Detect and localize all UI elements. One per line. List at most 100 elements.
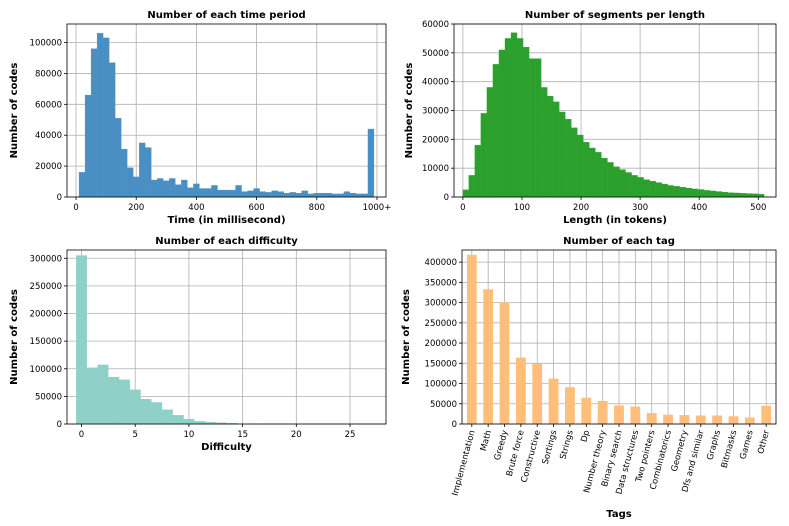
bar bbox=[613, 166, 620, 198]
bar bbox=[194, 421, 206, 425]
y-axis-label: Number of codes bbox=[9, 63, 20, 159]
bar bbox=[199, 188, 206, 198]
bar bbox=[229, 189, 236, 198]
y-tick-label: 200000 bbox=[425, 339, 457, 349]
bar bbox=[223, 189, 230, 198]
x-axis-label: Time (in millisecond) bbox=[167, 215, 285, 226]
bar bbox=[559, 111, 566, 198]
bar bbox=[751, 193, 759, 198]
bar bbox=[589, 147, 596, 198]
bar bbox=[581, 397, 592, 424]
y-tick-label: 400000 bbox=[425, 258, 457, 268]
x-tick-label: 400 bbox=[691, 203, 707, 213]
bar bbox=[744, 417, 755, 424]
bar bbox=[289, 192, 296, 198]
x-tick-label: Greedy bbox=[493, 429, 511, 461]
bar bbox=[151, 402, 163, 425]
bar bbox=[247, 190, 254, 198]
x-tick-label: 20 bbox=[291, 430, 302, 440]
bar bbox=[499, 302, 510, 424]
bar bbox=[522, 46, 530, 198]
y-tick-label: 150000 bbox=[30, 337, 62, 347]
bar bbox=[108, 376, 120, 425]
x-tick-label: Bitmasks bbox=[720, 429, 740, 470]
bar bbox=[607, 162, 614, 198]
x-tick-label: Implementation bbox=[451, 429, 478, 497]
x-tick-label: 0 bbox=[460, 203, 465, 213]
x-tick-label: 300 bbox=[632, 203, 648, 213]
bar bbox=[510, 32, 518, 198]
plot-frame bbox=[66, 249, 387, 425]
bar bbox=[757, 193, 765, 198]
bar bbox=[712, 415, 723, 424]
y-tick-label: 60000 bbox=[35, 100, 62, 110]
bar bbox=[685, 187, 692, 198]
y-tick-label: 10000 bbox=[422, 164, 449, 174]
y-tick-label: 150000 bbox=[425, 359, 457, 369]
x-axis-label: Length (in tokens) bbox=[563, 215, 667, 226]
bar bbox=[331, 193, 338, 198]
bar bbox=[697, 189, 705, 198]
chart-title: Number of each difficulty bbox=[155, 236, 298, 247]
bar bbox=[140, 398, 152, 425]
bar bbox=[709, 190, 717, 198]
bar bbox=[205, 188, 212, 198]
bar bbox=[655, 182, 662, 198]
y-tick-label: 80000 bbox=[35, 69, 62, 79]
bar bbox=[480, 113, 488, 198]
bar bbox=[761, 405, 772, 424]
x-tick-label: 0 bbox=[73, 203, 78, 213]
x-tick-label: 1000+ bbox=[363, 203, 392, 213]
y-axis-label: Number of codes bbox=[401, 289, 412, 385]
x-tick-label: 15 bbox=[237, 430, 248, 440]
y-tick-label: 0 bbox=[444, 193, 449, 203]
chart-title: Number of segments per length bbox=[525, 10, 705, 21]
bar bbox=[75, 255, 88, 425]
bar bbox=[265, 192, 272, 198]
bar bbox=[614, 405, 624, 424]
bar bbox=[547, 95, 554, 198]
bar bbox=[540, 87, 548, 198]
bar bbox=[139, 142, 146, 198]
bar bbox=[211, 185, 218, 198]
y-tick-label: 50000 bbox=[422, 49, 449, 59]
x-tick-label: 500 bbox=[750, 203, 766, 213]
bar bbox=[637, 177, 644, 198]
bar bbox=[361, 193, 369, 198]
x-tick-label: 100 bbox=[514, 203, 530, 213]
bar bbox=[727, 192, 735, 198]
bar bbox=[108, 62, 116, 198]
bar bbox=[78, 172, 86, 198]
bar bbox=[553, 101, 560, 198]
x-axis-label: Difficulty bbox=[201, 442, 252, 453]
bar bbox=[532, 363, 543, 424]
bar bbox=[695, 415, 706, 424]
x-tick-label: Games bbox=[738, 429, 756, 461]
bar bbox=[649, 180, 656, 198]
bar bbox=[163, 180, 170, 198]
y-tick-label: 50000 bbox=[430, 400, 457, 410]
bar bbox=[151, 179, 158, 198]
bar bbox=[733, 192, 741, 198]
x-tick-label: Dp bbox=[579, 429, 592, 443]
bar bbox=[577, 134, 584, 198]
bar bbox=[504, 38, 512, 198]
bar bbox=[565, 387, 575, 424]
bar bbox=[175, 184, 182, 198]
bar bbox=[667, 185, 674, 198]
bar bbox=[619, 169, 626, 198]
bar bbox=[283, 192, 290, 198]
bar bbox=[565, 119, 572, 198]
chart-tags: 0 50000 100000 150000 200000 250000 300000 3500… bbox=[401, 236, 777, 520]
x-tick-label: Graphs bbox=[705, 429, 723, 462]
y-tick-label: 350000 bbox=[425, 278, 457, 288]
bar bbox=[343, 191, 351, 198]
bar bbox=[161, 409, 173, 425]
bar bbox=[486, 87, 494, 198]
bar bbox=[102, 37, 110, 198]
y-tick-label: 40000 bbox=[35, 131, 62, 141]
bar bbox=[187, 187, 194, 198]
bar bbox=[516, 38, 524, 198]
x-tick-label: 400 bbox=[188, 203, 204, 213]
bar bbox=[90, 48, 98, 198]
